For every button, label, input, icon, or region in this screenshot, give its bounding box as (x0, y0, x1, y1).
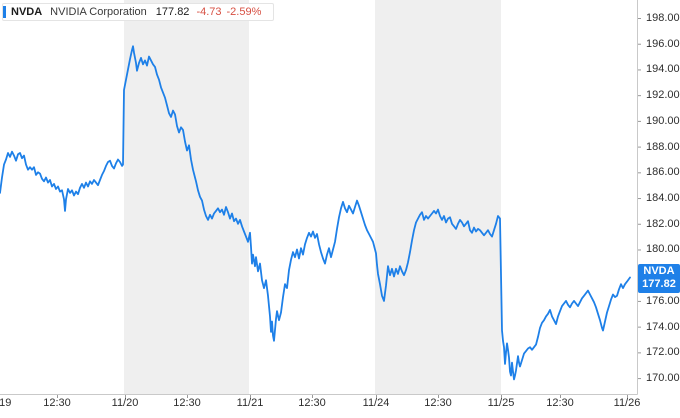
session-bands (124, 0, 501, 394)
price-axis[interactable]: 198.00 196.00 194.00 192.00 190.00 188.00 186.… (638, 0, 680, 394)
axis-ticks (57, 18, 641, 398)
series-color-bar (3, 6, 6, 18)
price-axis-label: 186.00 (646, 166, 680, 179)
badge-symbol: NVDA (643, 264, 675, 277)
time-axis-label: 11/24 (362, 397, 390, 409)
chart-legend[interactable]: NVDA NVIDIA Corporation 177.82 -4.73 -2.… (2, 3, 275, 21)
time-axis[interactable]: 11/19 12:30 11/20 12:30 11/21 12:30 11/24 12:30… (0, 395, 680, 418)
time-axis-label: 12:30 (43, 397, 71, 409)
legend-change: -4.73 (196, 6, 222, 18)
legend-company-name: NVIDIA Corporation (50, 6, 147, 18)
price-axis-label: 192.00 (646, 89, 680, 102)
price-axis-label: 196.00 (646, 37, 680, 50)
price-axis-label: 180.00 (646, 243, 680, 256)
time-axis-label: 11/21 (236, 397, 264, 409)
price-axis-label: 176.00 (646, 294, 680, 307)
price-axis-label: 182.00 (646, 217, 680, 230)
price-axis-label: 188.00 (646, 140, 680, 153)
time-axis-label: 12:30 (546, 397, 574, 409)
time-axis-label: 11/20 (111, 397, 139, 409)
price-axis-label: 184.00 (646, 192, 680, 205)
time-axis-label: 11/19 (0, 397, 12, 409)
last-price-badge: NVDA 177.82 (638, 263, 680, 293)
time-axis-label: 12:30 (424, 397, 452, 409)
time-axis-label: 11/26 (613, 397, 641, 409)
price-axis-label: 194.00 (646, 63, 680, 76)
price-axis-label: 198.00 (646, 12, 680, 24)
session-band-11-24 (375, 0, 501, 394)
price-axis-label: 172.00 (646, 346, 680, 359)
price-line-series (0, 45, 631, 381)
legend-change-percent: -2.59% (226, 6, 262, 18)
price-axis-label: 190.00 (646, 114, 680, 127)
price-axis-label: 170.00 (646, 372, 680, 385)
time-axis-label: 12:30 (173, 397, 201, 409)
badge-price: 177.82 (642, 277, 676, 290)
legend-last-price: 177.82 (155, 6, 190, 18)
session-band-11-20 (124, 0, 249, 394)
legend-symbol: NVDA (11, 6, 43, 18)
time-axis-label: 12:30 (298, 397, 326, 409)
price-axis-label: 174.00 (646, 320, 680, 333)
time-axis-label: 11/25 (487, 397, 515, 409)
